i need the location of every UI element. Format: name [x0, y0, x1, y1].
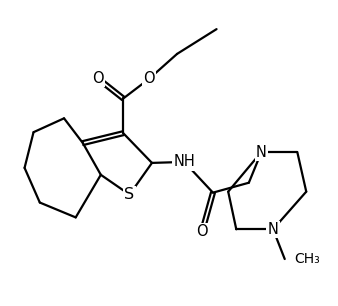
- Text: O: O: [196, 224, 208, 239]
- Text: N: N: [256, 144, 267, 159]
- Text: S: S: [124, 187, 135, 202]
- Text: NH: NH: [173, 155, 195, 170]
- Text: N: N: [268, 222, 279, 237]
- Text: O: O: [143, 71, 155, 86]
- Text: CH₃: CH₃: [294, 252, 319, 266]
- Text: O: O: [92, 71, 104, 86]
